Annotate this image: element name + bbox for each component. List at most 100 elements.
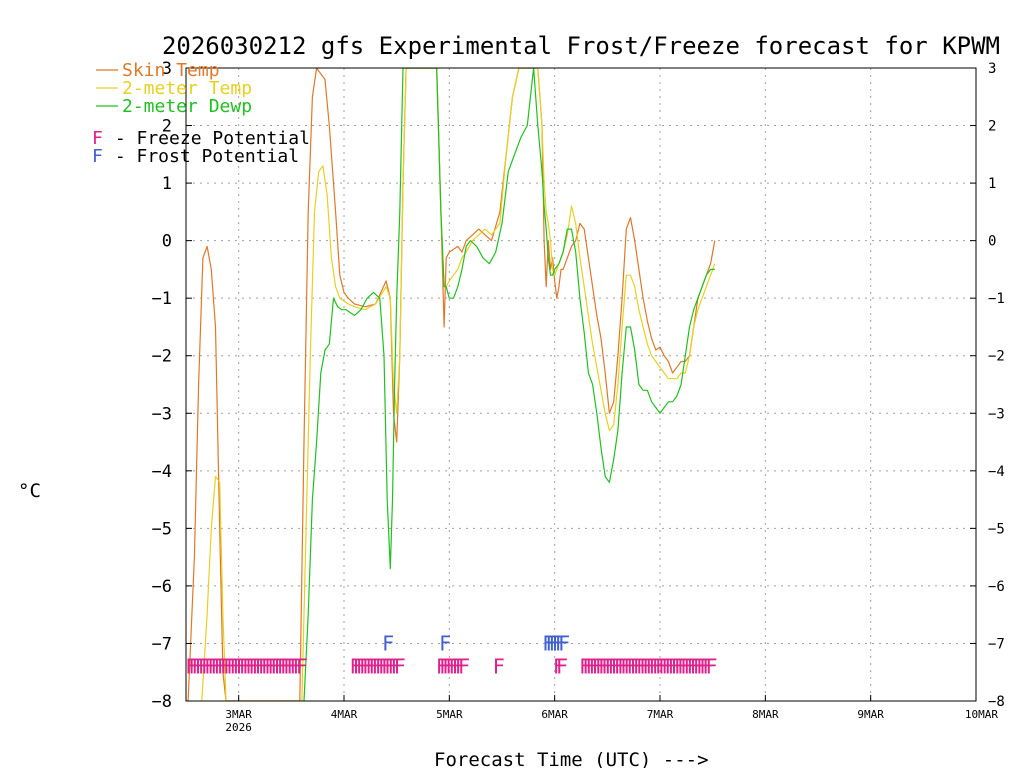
freeze-potential-marker: F bbox=[452, 654, 464, 678]
frost-potential-marker: F bbox=[382, 631, 394, 655]
freeze-potential-marker: F bbox=[255, 654, 267, 678]
freeze-potential-marker: F bbox=[271, 654, 283, 678]
freeze-potential-marker: F bbox=[442, 654, 454, 678]
freeze-potential-marker: F bbox=[245, 654, 257, 678]
y-tick-label-left: 1 bbox=[162, 174, 172, 194]
legend-frost-label: - Frost Potential bbox=[104, 146, 299, 167]
freeze-potential-marker: F bbox=[579, 654, 591, 678]
y-tick-label-right: −8 bbox=[988, 694, 1005, 710]
x-tick-label: 6MAR bbox=[541, 708, 568, 721]
freeze-potential-marker: F bbox=[642, 654, 654, 678]
freeze-potential-marker: F bbox=[455, 654, 467, 678]
freeze-potential-marker: F bbox=[627, 654, 639, 678]
freeze-potential-marker: F bbox=[493, 654, 505, 678]
y-tick-label-right: 2 bbox=[988, 119, 996, 135]
y-tick-label-right: −7 bbox=[988, 636, 1005, 652]
freeze-potential-marker: F bbox=[449, 654, 461, 678]
freeze-potential-marker: F bbox=[706, 654, 718, 678]
freeze-potential-marker: F bbox=[242, 654, 254, 678]
freeze-potential-marker: F bbox=[614, 654, 626, 678]
freeze-potential-marker: F bbox=[192, 654, 204, 678]
freeze-potential-marker: F bbox=[680, 654, 692, 678]
y-tick-label-right: −2 bbox=[988, 349, 1005, 365]
freeze-potential-marker: F bbox=[217, 654, 229, 678]
y-tick-label-right: −5 bbox=[988, 521, 1005, 537]
freeze-potential-marker: F bbox=[387, 654, 399, 678]
series-line-2-meter-dewp bbox=[303, 68, 715, 701]
freeze-potential-marker: F bbox=[239, 654, 251, 678]
freeze-potential-marker: F bbox=[283, 654, 295, 678]
freeze-potential-marker: F bbox=[608, 654, 620, 678]
legend-frost-potential: F - Frost Potential bbox=[92, 146, 299, 167]
y-tick-label-left: 2 bbox=[162, 117, 172, 137]
y-tick-label-left: −2 bbox=[152, 347, 172, 367]
frost-potential-marker: F bbox=[555, 631, 567, 655]
freeze-potential-marker: F bbox=[445, 654, 457, 678]
freeze-potential-marker: F bbox=[595, 654, 607, 678]
series-line-2-meter-temp bbox=[201, 68, 716, 701]
frost-potential-marker: F bbox=[542, 631, 554, 655]
legend: Skin Temp 2-meter Temp 2-meter Dewp F - … bbox=[92, 60, 310, 167]
freeze-potential-marker: F bbox=[655, 654, 667, 678]
x-tick-label: 4MAR bbox=[331, 708, 358, 721]
freeze-potential-marker: F bbox=[611, 654, 623, 678]
frost-potential-marker: F bbox=[558, 631, 570, 655]
x-tick-label: 7MAR bbox=[647, 708, 674, 721]
freeze-potential-marker: F bbox=[286, 654, 298, 678]
freeze-potential-marker: F bbox=[201, 654, 213, 678]
x-tick-label: 3MAR bbox=[225, 708, 252, 721]
freeze-potential-marker: F bbox=[274, 654, 286, 678]
freeze-potential-marker: F bbox=[233, 654, 245, 678]
legend-label-2m-dewp: 2-meter Dewp bbox=[122, 96, 252, 117]
freeze-potential-marker: F bbox=[198, 654, 210, 678]
freeze-potential-marker: F bbox=[353, 654, 365, 678]
legend-entry-skin-temp: Skin Temp bbox=[96, 60, 220, 81]
legend-entry-2m-temp: 2-meter Temp bbox=[96, 78, 252, 99]
y-tick-label-left: −6 bbox=[152, 577, 172, 597]
freeze-potential-marker: F bbox=[391, 654, 403, 678]
y-tick-label-left: −1 bbox=[152, 289, 172, 309]
freeze-potential-marker: F bbox=[592, 654, 604, 678]
y-tick-label-right: −6 bbox=[988, 579, 1005, 595]
legend-freeze-label: - Freeze Potential bbox=[104, 128, 310, 149]
frost-potential-marker: F bbox=[549, 631, 561, 655]
freeze-potential-marker: F bbox=[258, 654, 270, 678]
freeze-potential-marker: F bbox=[658, 654, 670, 678]
freeze-potential-marker: F bbox=[553, 654, 565, 678]
freeze-potential-marker: F bbox=[623, 654, 635, 678]
freeze-potential-marker: F bbox=[589, 654, 601, 678]
freeze-potential-marker: F bbox=[436, 654, 448, 678]
freeze-potential-marker: F bbox=[267, 654, 279, 678]
legend-freeze-symbol: F bbox=[92, 128, 103, 149]
freeze-potential-marker: F bbox=[671, 654, 683, 678]
freeze-potential-marker: F bbox=[652, 654, 664, 678]
freeze-potential-marker: F bbox=[280, 654, 292, 678]
legend-freeze-potential: F - Freeze Potential bbox=[92, 128, 310, 149]
legend-entry-2m-dewp: 2-meter Dewp bbox=[96, 96, 252, 117]
freeze-potential-marker: F bbox=[359, 654, 371, 678]
freeze-potential-marker: F bbox=[375, 654, 387, 678]
freeze-potential-marker: F bbox=[439, 654, 451, 678]
freeze-potential-marker: F bbox=[372, 654, 384, 678]
freeze-potential-marker: F bbox=[585, 654, 597, 678]
freeze-potential-marker: F bbox=[630, 654, 642, 678]
freeze-potential-marker: F bbox=[674, 654, 686, 678]
x-tick-label: 9MAR bbox=[857, 708, 884, 721]
y-tick-label-left: −3 bbox=[152, 404, 172, 424]
frost-potential-marker: F bbox=[545, 631, 557, 655]
freeze-potential-marker: F bbox=[264, 654, 276, 678]
freeze-potential-marker: F bbox=[604, 654, 616, 678]
freeze-potential-marker: F bbox=[210, 654, 222, 678]
legend-label-skin-temp: Skin Temp bbox=[122, 60, 220, 81]
freeze-potential-marker: F bbox=[598, 654, 610, 678]
freeze-potential-marker: F bbox=[362, 654, 374, 678]
freeze-potential-marker: F bbox=[601, 654, 613, 678]
freeze-potential-marker: F bbox=[365, 654, 377, 678]
freeze-potential-marker: F bbox=[394, 654, 406, 678]
y-tick-label-right: −3 bbox=[988, 406, 1005, 422]
freeze-potential-marker: F bbox=[252, 654, 264, 678]
legend-frost-symbol: F bbox=[92, 146, 103, 167]
